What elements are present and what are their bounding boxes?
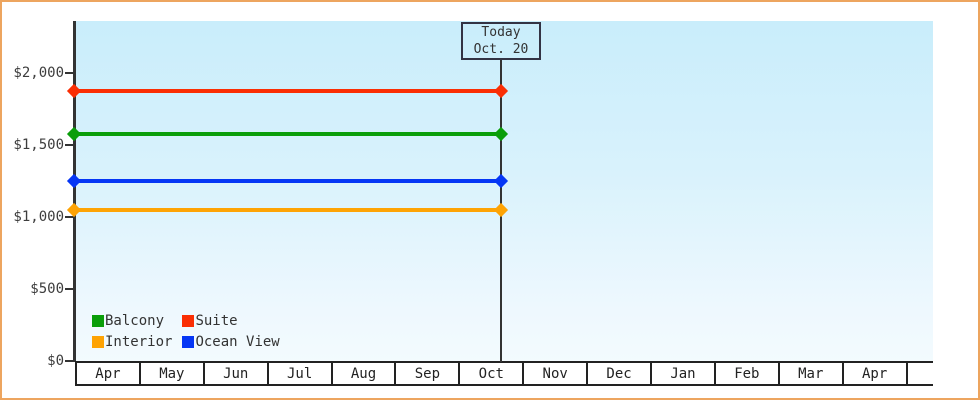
interior-color-swatch (92, 336, 104, 348)
today-annotation-box: Today Oct. 20 (461, 22, 541, 60)
series-line-suite-past (74, 89, 501, 93)
y-axis-tick-label: $1,500 (13, 137, 64, 153)
x-axis-month-apr: Apr (844, 363, 908, 384)
x-axis-filler-cell (908, 363, 933, 384)
y-axis-tick-mark (65, 360, 73, 362)
legend-label-ocean-view: Ocean View (195, 334, 280, 350)
x-axis-month-oct: Oct (460, 363, 525, 384)
x-axis-month-sep: Sep (396, 363, 461, 384)
y-axis-tick-mark (65, 216, 73, 218)
y-axis-tick-label: $1,000 (13, 209, 64, 225)
x-axis-month-aug: Aug (333, 363, 397, 384)
y-axis-tick-label: $2,000 (13, 65, 64, 81)
x-axis-month-may: May (141, 363, 205, 384)
series-line-suite-future (501, 89, 933, 93)
legend: Balcony Suite Interior Ocean View (92, 313, 280, 350)
y-axis-tick-label: $0 (47, 353, 64, 369)
legend-item-interior: Interior (92, 334, 172, 350)
x-axis-month-jun: Jun (205, 363, 269, 384)
y-axis-tick-mark (65, 72, 73, 74)
legend-item-ocean-view: Ocean View (182, 334, 280, 350)
series-line-balcony-future (501, 132, 933, 136)
series-line-ocean-view-future (501, 179, 933, 183)
legend-label-suite: Suite (195, 313, 238, 329)
series-line-balcony-past (74, 132, 501, 137)
series-line-interior-future (501, 208, 933, 212)
today-date: Oct. 20 (473, 42, 529, 57)
today-label: Today (481, 25, 521, 40)
x-axis-month-feb: Feb (716, 363, 780, 384)
series-line-ocean-view-past (74, 179, 501, 183)
legend-label-interior: Interior (105, 334, 173, 350)
ocean-view-color-swatch (182, 336, 195, 348)
plot-area-background (76, 21, 933, 362)
x-axis-month-nov: Nov (524, 363, 589, 384)
balcony-color-swatch (92, 315, 104, 327)
y-axis-tick-mark (65, 144, 73, 146)
x-axis-month-jan: Jan (652, 363, 716, 384)
suite-color-swatch (182, 315, 195, 327)
y-axis-tick-label: $500 (30, 281, 64, 297)
x-axis-month-mar: Mar (780, 363, 844, 384)
y-axis-tick-mark (65, 288, 73, 290)
legend-item-balcony: Balcony (92, 313, 172, 329)
x-axis-month-dec: Dec (588, 363, 653, 384)
x-axis-month-apr: Apr (77, 363, 141, 384)
y-axis-line (73, 21, 76, 362)
x-axis-month-jul: Jul (269, 363, 333, 384)
legend-item-suite: Suite (182, 313, 279, 329)
series-line-interior-past (74, 207, 501, 212)
x-axis-month-band: Apr May Jun Jul Aug Sep Oct Nov Dec Jan Feb Mar Apr (75, 361, 933, 386)
legend-label-balcony: Balcony (105, 313, 165, 329)
